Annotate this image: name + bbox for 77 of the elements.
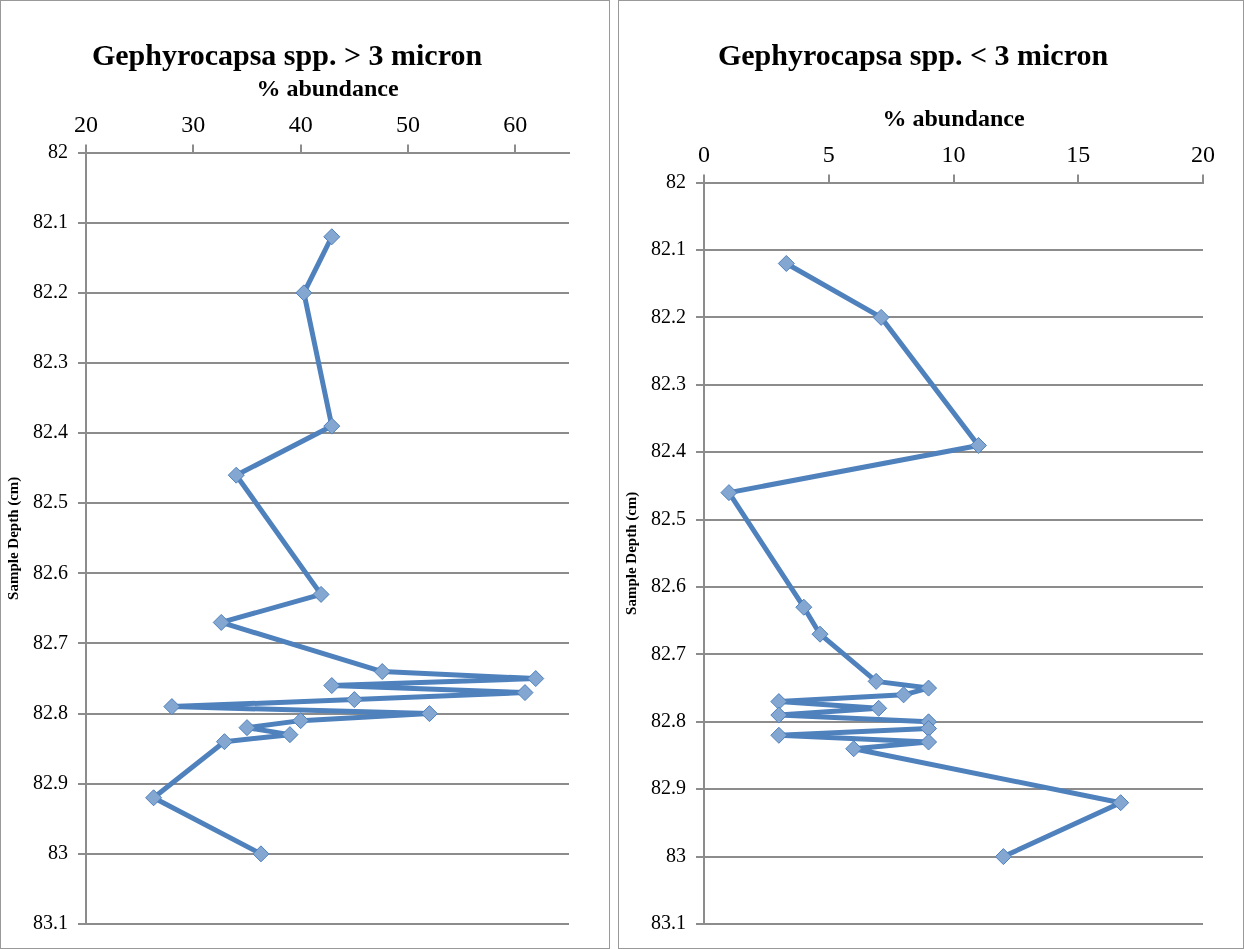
- point: [895, 686, 913, 704]
- point: [292, 712, 310, 730]
- point: [373, 663, 391, 681]
- y-tick-label: 82.5: [651, 506, 686, 529]
- point: [872, 308, 890, 326]
- x-tick-label: 20: [74, 111, 98, 138]
- point: [770, 726, 788, 744]
- point: [969, 436, 987, 454]
- y-tick-label: 83.1: [33, 911, 68, 934]
- point: [163, 698, 181, 716]
- point: [420, 705, 438, 723]
- point: [845, 740, 863, 758]
- y-tick-label: 82.9: [651, 776, 686, 799]
- y-tick-label: 82.7: [33, 630, 68, 653]
- y-tick-label: 82.5: [33, 490, 68, 513]
- point: [770, 693, 788, 711]
- point: [295, 284, 313, 302]
- point: [527, 670, 545, 688]
- point: [777, 254, 795, 272]
- y-tick-label: 83.1: [651, 911, 686, 934]
- point: [323, 417, 341, 435]
- point: [281, 726, 299, 744]
- point: [770, 706, 788, 724]
- y-axis-title: Sample Depth (cm): [4, 476, 22, 600]
- point: [516, 684, 534, 702]
- point: [867, 672, 885, 690]
- x-tick-label: 5: [822, 141, 835, 168]
- point: [920, 679, 938, 697]
- point: [145, 789, 163, 807]
- y-tick-label: 82.2: [651, 304, 686, 327]
- point: [811, 625, 829, 643]
- point: [323, 677, 341, 695]
- x-tick-label: 20: [1191, 141, 1215, 168]
- x-tick-label: 15: [1066, 141, 1091, 168]
- x-tick-label: 30: [181, 111, 206, 138]
- y-tick-label: 82.6: [651, 574, 686, 597]
- chart-title: Gephyrocapsa spp. > 3 micron: [91, 37, 483, 71]
- y-tick-label: 82.9: [33, 771, 68, 793]
- point: [920, 720, 938, 738]
- point: [870, 699, 888, 717]
- x-tick-label: 0: [698, 141, 710, 168]
- y-tick-label: 82: [666, 169, 686, 192]
- y-tick-label: 82.1: [651, 237, 686, 260]
- y-tick-label: 82.4: [33, 420, 68, 443]
- x-tick-label: 40: [288, 111, 313, 138]
- point: [215, 733, 233, 751]
- x-tick-label: 50: [396, 111, 420, 138]
- y-tick-label: 82: [48, 139, 68, 162]
- point: [312, 585, 330, 603]
- y-tick-label: 82.8: [33, 700, 68, 723]
- chart-title: Gephyrocapsa spp. < 3 micron: [717, 37, 1109, 71]
- point: [252, 845, 270, 863]
- point: [920, 733, 938, 751]
- x-tick-label: 10: [941, 141, 966, 168]
- y-tick-label: 82.3: [651, 372, 686, 395]
- point: [227, 466, 245, 484]
- y-tick-label: 82.6: [33, 560, 68, 583]
- y-tick-label: 82.7: [651, 641, 686, 664]
- y-tick-label: 82.4: [651, 439, 686, 462]
- y-tick-label: 82.1: [33, 209, 68, 232]
- x-axis-title: % abundance: [256, 74, 399, 101]
- point: [323, 228, 341, 246]
- point: [345, 691, 363, 709]
- y-tick-label: 82.2: [33, 280, 68, 303]
- point: [212, 613, 230, 631]
- y-axis-title: Sample Depth (cm): [622, 491, 640, 615]
- y-tick-label: 82.3: [33, 350, 68, 373]
- point: [1112, 794, 1130, 812]
- point: [795, 598, 813, 616]
- point: [238, 719, 256, 737]
- y-tick-label: 83: [666, 843, 686, 866]
- x-tick-label: 60: [503, 111, 528, 138]
- x-axis-title: % abundance: [882, 104, 1025, 131]
- y-tick-label: 82.8: [651, 709, 686, 732]
- y-tick-label: 83: [48, 841, 68, 864]
- point: [720, 484, 738, 502]
- point: [994, 848, 1012, 866]
